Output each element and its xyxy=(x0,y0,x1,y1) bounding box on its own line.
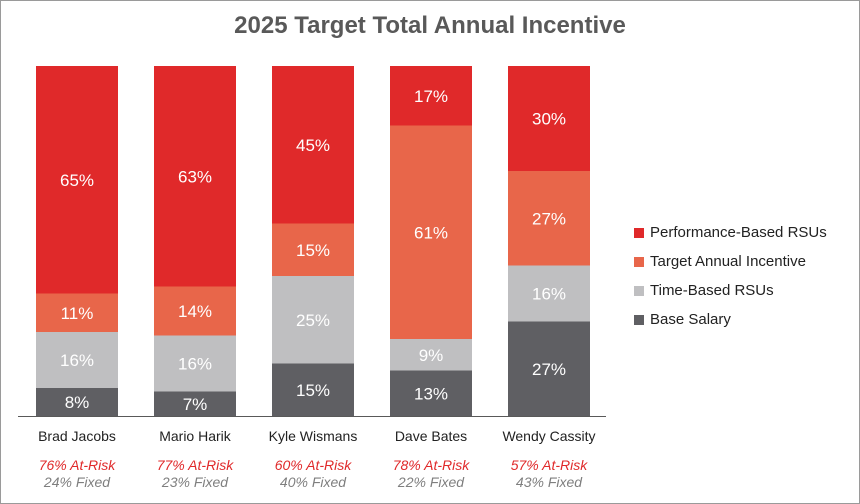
value-label-base-salary-wendy-cassity: 27% xyxy=(532,360,566,379)
legend-item-base-salary: Base Salary xyxy=(634,305,827,334)
value-label-target-annual-incentive-wendy-cassity: 27% xyxy=(532,209,566,228)
fixed-label-wendy-cassity: 43% Fixed xyxy=(516,474,583,490)
at-risk-label-brad-jacobs: 76% At-Risk xyxy=(39,457,117,473)
value-label-base-salary-mario-harik: 7% xyxy=(183,395,208,414)
bar-segment-time-based-rsus-wendy-cassity xyxy=(508,265,590,322)
fixed-label-dave-bates: 22% Fixed xyxy=(397,474,465,490)
bar-segment-base-salary-kyle-wismans xyxy=(272,363,354,416)
bar-segment-performance-based-rsus-dave-bates xyxy=(390,66,472,126)
value-label-target-annual-incentive-kyle-wismans: 15% xyxy=(296,241,330,260)
at-risk-label-mario-harik: 77% At-Risk xyxy=(157,457,235,473)
legend-item-target-annual-incentive: Target Annual Incentive xyxy=(634,247,827,276)
chart-legend: Performance-Based RSUs Target Annual Ince… xyxy=(634,218,827,334)
category-label-brad-jacobs: Brad Jacobs xyxy=(38,428,116,444)
value-label-time-based-rsus-mario-harik: 16% xyxy=(178,355,212,374)
legend-swatch-time-based-rsus xyxy=(634,285,644,296)
category-label-dave-bates: Dave Bates xyxy=(395,428,467,444)
bar-segment-performance-based-rsus-brad-jacobs xyxy=(36,66,118,294)
value-label-performance-based-rsus-wendy-cassity: 30% xyxy=(532,110,566,129)
bar-segment-performance-based-rsus-wendy-cassity xyxy=(508,66,590,171)
fixed-label-mario-harik: 23% Fixed xyxy=(161,474,229,490)
legend-swatch-base-salary xyxy=(634,314,644,325)
value-label-performance-based-rsus-dave-bates: 17% xyxy=(414,87,448,106)
bar-segment-target-annual-incentive-brad-jacobs xyxy=(36,293,118,332)
value-label-base-salary-brad-jacobs: 8% xyxy=(65,393,90,412)
value-label-time-based-rsus-brad-jacobs: 16% xyxy=(60,351,94,370)
category-label-kyle-wismans: Kyle Wismans xyxy=(269,428,358,444)
category-label-wendy-cassity: Wendy Cassity xyxy=(502,428,595,444)
value-label-performance-based-rsus-brad-jacobs: 65% xyxy=(60,171,94,190)
bar-segment-time-based-rsus-kyle-wismans xyxy=(272,276,354,364)
bar-segment-base-salary-wendy-cassity xyxy=(508,321,590,416)
fixed-label-kyle-wismans: 40% Fixed xyxy=(280,474,347,490)
bar-segment-performance-based-rsus-mario-harik xyxy=(154,66,236,287)
value-label-target-annual-incentive-brad-jacobs: 11% xyxy=(61,304,94,323)
legend-label: Base Salary xyxy=(650,311,731,328)
legend-label: Time-Based RSUs xyxy=(650,282,774,299)
bar-segment-base-salary-dave-bates xyxy=(390,370,472,416)
value-label-performance-based-rsus-kyle-wismans: 45% xyxy=(296,136,330,155)
bar-segment-time-based-rsus-dave-bates xyxy=(390,339,472,371)
bar-segment-target-annual-incentive-mario-harik xyxy=(154,286,236,336)
bar-segment-target-annual-incentive-dave-bates xyxy=(390,125,472,339)
at-risk-label-kyle-wismans: 60% At-Risk xyxy=(275,457,353,473)
legend-swatch-target-annual-incentive xyxy=(634,256,644,267)
value-label-target-annual-incentive-mario-harik: 14% xyxy=(178,302,212,321)
value-label-time-based-rsus-dave-bates: 9% xyxy=(419,346,444,365)
bar-segment-target-annual-incentive-wendy-cassity xyxy=(508,171,590,266)
value-label-target-annual-incentive-dave-bates: 61% xyxy=(414,223,448,242)
value-label-base-salary-kyle-wismans: 15% xyxy=(296,381,330,400)
bar-segment-base-salary-mario-harik xyxy=(154,391,236,416)
legend-swatch-performance-based-rsus xyxy=(634,227,644,238)
category-label-mario-harik: Mario Harik xyxy=(159,428,232,444)
bar-segment-base-salary-brad-jacobs xyxy=(36,388,118,416)
value-label-time-based-rsus-kyle-wismans: 25% xyxy=(296,311,330,330)
at-risk-label-dave-bates: 78% At-Risk xyxy=(393,457,471,473)
legend-item-performance-based-rsus: Performance-Based RSUs xyxy=(634,218,827,247)
bar-segment-time-based-rsus-brad-jacobs xyxy=(36,332,118,388)
at-risk-label-wendy-cassity: 57% At-Risk xyxy=(511,457,589,473)
legend-label: Target Annual Incentive xyxy=(650,253,806,270)
value-label-base-salary-dave-bates: 13% xyxy=(414,384,448,403)
value-label-time-based-rsus-wendy-cassity: 16% xyxy=(532,285,566,304)
bar-segment-time-based-rsus-mario-harik xyxy=(154,335,236,392)
bar-segment-target-annual-incentive-kyle-wismans xyxy=(272,223,354,276)
fixed-label-brad-jacobs: 24% Fixed xyxy=(43,474,111,490)
value-label-performance-based-rsus-mario-harik: 63% xyxy=(178,167,212,186)
legend-label: Performance-Based RSUs xyxy=(650,224,827,241)
legend-item-time-based-rsus: Time-Based RSUs xyxy=(634,276,827,305)
chart-title: 2025 Target Total Annual Incentive xyxy=(234,12,626,39)
bar-segment-performance-based-rsus-kyle-wismans xyxy=(272,66,354,224)
